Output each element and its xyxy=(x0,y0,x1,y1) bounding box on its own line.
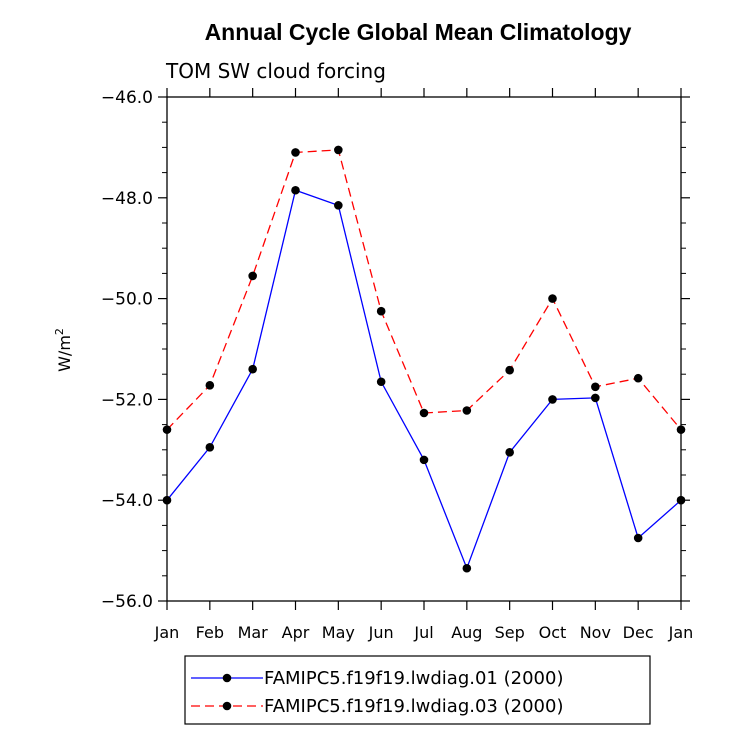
y-tick-label: −54.0 xyxy=(101,491,153,511)
series-1-point xyxy=(591,393,600,403)
legend-box xyxy=(184,655,651,725)
y-tick-label: −48.0 xyxy=(101,189,153,209)
series-1-point xyxy=(376,377,386,387)
series-2-point xyxy=(162,425,172,434)
series-1-point xyxy=(248,364,257,374)
series-1-point xyxy=(205,442,215,452)
chart-title: Annual Cycle Global Mean Climatology xyxy=(205,19,632,45)
x-tick-label: Jan xyxy=(668,623,694,642)
legend: FAMIPC5.f19f19.lwdiag.01 (2000) FAMIPC5.f… xyxy=(184,655,651,725)
legend-label-1: FAMIPC5.f19f19.lwdiag.01 (2000) xyxy=(264,668,563,689)
series-1-point xyxy=(291,185,300,195)
chart-subtitle: TOM SW cloud forcing xyxy=(165,59,386,83)
series-2-point xyxy=(591,382,600,392)
y-tick-label: −46.0 xyxy=(101,88,153,108)
series-2-point xyxy=(205,380,215,390)
series-2-point xyxy=(291,148,300,157)
series-1-point xyxy=(505,448,514,457)
x-tick-label: Jun xyxy=(368,623,394,642)
tick-layer: Jan Feb Mar Apr May Jun Jul Aug Sep Oct Nov Dec Jan−… xyxy=(101,88,693,642)
x-tick-label: Dec xyxy=(623,623,654,642)
series-1-point xyxy=(419,455,429,465)
y-axis-label: W/m2 xyxy=(53,328,74,372)
y-axis-label-base: W/m xyxy=(55,335,74,372)
series-2-point xyxy=(462,406,472,415)
x-tick-label: Mar xyxy=(238,623,269,642)
y-axis-label-superscript: 2 xyxy=(53,328,66,335)
x-tick-label: Jul xyxy=(413,623,433,642)
x-tick-label: May xyxy=(322,623,355,642)
series-2-point xyxy=(548,294,557,303)
legend-marker-2 xyxy=(222,701,232,711)
series-1-point xyxy=(334,201,343,210)
series-1-point xyxy=(548,395,557,404)
plot-axes xyxy=(166,96,682,602)
y-tick-label: −50.0 xyxy=(101,290,153,310)
plot-frame xyxy=(166,96,682,602)
x-tick-label: Feb xyxy=(196,623,224,642)
series-line-2 xyxy=(166,149,682,431)
series-1-point xyxy=(462,563,472,573)
x-tick-label: Nov xyxy=(580,623,611,642)
series-2-point xyxy=(633,373,643,383)
legend-marker-1 xyxy=(222,673,232,683)
series-2-point xyxy=(505,365,514,375)
series-2-point xyxy=(248,271,257,281)
series-2-point xyxy=(334,145,343,155)
series-2-point xyxy=(676,425,686,434)
x-tick-label: Jan xyxy=(154,623,180,642)
series-1-point xyxy=(633,533,643,543)
series-layer xyxy=(162,145,686,573)
series-line-1 xyxy=(166,189,682,571)
y-tick-label: −56.0 xyxy=(101,592,153,612)
series-2-point xyxy=(419,408,429,418)
x-tick-label: Apr xyxy=(282,623,310,642)
legend-label-2: FAMIPC5.f19f19.lwdiag.03 (2000) xyxy=(264,696,563,717)
series-2-point xyxy=(376,306,386,316)
x-tick-label: Aug xyxy=(451,623,482,642)
x-tick-label: Sep xyxy=(495,623,525,642)
y-tick-label: −52.0 xyxy=(101,390,153,410)
x-tick-label: Oct xyxy=(539,623,567,642)
